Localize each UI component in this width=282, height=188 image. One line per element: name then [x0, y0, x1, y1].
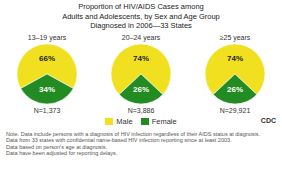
html-text:Data based on person's age at: Data based on person's age at diagnosis.	[6, 143, 107, 150]
html-text:13–19 years: 13–19 years	[27, 33, 67, 41]
html-text:N=3,886: N=3,886	[127, 106, 155, 114]
html-text:N=29,921: N=29,921	[219, 106, 251, 114]
html-text:Data from 33 states with confi: Data from 33 states with confidential na…	[6, 137, 232, 144]
html-text:Female: Female	[151, 116, 177, 126]
html-text:Data have been adjusted for re: Data have been adjusted for reporting de…	[6, 150, 118, 157]
svg-text:26%: 26%	[227, 85, 243, 94]
svg-text:66%: 66%	[39, 53, 55, 62]
svg-text:34%: 34%	[39, 85, 55, 94]
html-text:Male: Male	[116, 116, 133, 126]
svg-text:74%: 74%	[133, 53, 149, 62]
html-text:N=1,373: N=1,373	[33, 106, 61, 114]
html-text:CDC: CDC	[260, 116, 276, 124]
html-text:Diagnosed in 2006—33 States: Diagnosed in 2006—33 States	[90, 21, 192, 30]
svg-text:74%: 74%	[227, 53, 243, 62]
html-text:Note. Data include persons wit: Note. Data include persons with a diagno…	[6, 130, 261, 137]
html-text:≥25 years: ≥25 years	[219, 33, 251, 41]
html-text:Proportion of HIV/AIDS Cases a: Proportion of HIV/AIDS Cases among	[78, 2, 204, 11]
html-text:20–24 years: 20–24 years	[121, 33, 161, 41]
svg-text:26%: 26%	[133, 85, 149, 94]
html-text:Adults and Adolescents, by Sex: Adults and Adolescents, by Sex and Age G…	[62, 11, 220, 21]
